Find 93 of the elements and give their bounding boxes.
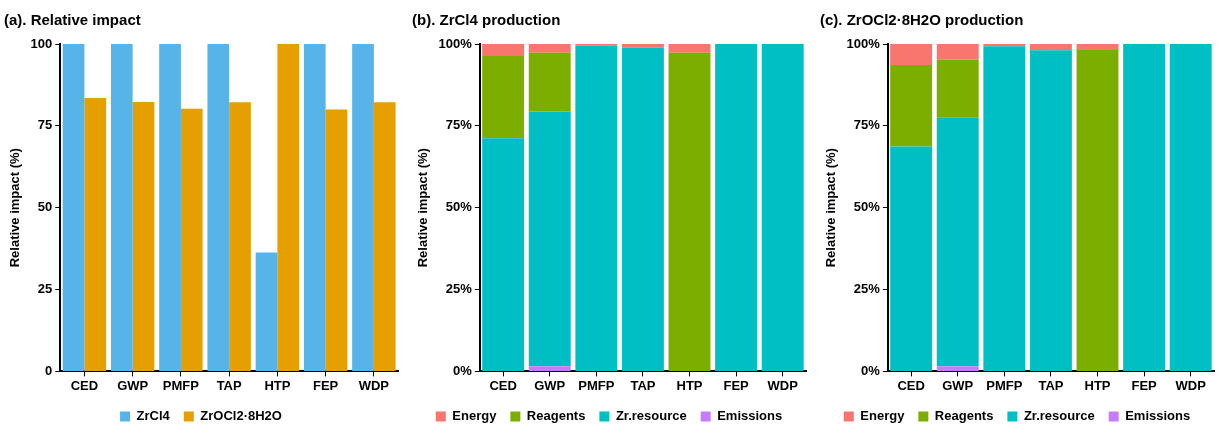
x-tick-label: GWP: [534, 377, 566, 393]
x-tick-label: HTP: [264, 377, 291, 393]
bar: [303, 44, 326, 371]
chart-title: (a). Relative impact: [4, 11, 141, 29]
x-tick-label: PMFP: [578, 377, 615, 393]
x-tick-label: PMFP: [162, 377, 200, 393]
bar: [983, 46, 1026, 371]
legend-label: Emissions: [717, 408, 783, 424]
bar: [528, 52, 571, 112]
x-tick-label: PMFP: [986, 377, 1023, 393]
chart-title: (b). ZrCl4 production: [412, 11, 561, 29]
y-tick-label: 75%: [853, 117, 881, 133]
legend-label: ZrCl4: [136, 408, 171, 424]
y-tick-label: 75%: [445, 117, 473, 133]
x-tick-label: HTP: [1084, 377, 1111, 393]
bar: [482, 138, 525, 371]
bar: [890, 64, 933, 147]
y-tick-label: 0: [45, 362, 53, 378]
x-tick-label: TAP: [1038, 377, 1064, 393]
bar: [668, 44, 711, 53]
bar: [84, 98, 107, 371]
x-tick-label: WDP: [1175, 377, 1207, 393]
y-tick-label: 0%: [861, 362, 881, 378]
y-tick-label: 100%: [846, 35, 881, 51]
y-tick-label: 50%: [853, 199, 881, 215]
chart-title: (c). ZrOCl2·8H2O production: [820, 11, 1024, 29]
bar: [575, 45, 618, 371]
x-tick-label: CED: [897, 377, 925, 393]
bar: [1029, 44, 1072, 51]
legend-label: ZrOCl2·8H2O: [200, 408, 282, 424]
bar: [482, 44, 525, 57]
bar: [132, 101, 155, 371]
x-tick-label: GWP: [117, 377, 149, 393]
y-tick-label: 25%: [853, 281, 881, 297]
y-tick-label: 25%: [445, 281, 473, 297]
bar: [936, 117, 979, 367]
legend-label: Energy: [452, 408, 498, 424]
bar: [936, 59, 979, 118]
bar: [373, 102, 396, 371]
legend-label: Reagents: [934, 408, 994, 424]
bar: [1169, 44, 1212, 371]
y-axis-title: Relative impact (%): [415, 148, 431, 268]
y-tick-label: 50%: [445, 199, 473, 215]
x-tick-label: CED: [70, 377, 99, 393]
bar: [255, 252, 278, 371]
legend-label: Zr.resource: [1023, 408, 1095, 424]
legend-label: Emissions: [1125, 408, 1191, 424]
y-tick-label: 100: [30, 35, 53, 51]
bar: [207, 44, 230, 371]
y-tick-label: 75: [37, 117, 53, 133]
x-tick-label: FEP: [1131, 377, 1158, 393]
bar: [528, 44, 571, 53]
legend-label: Zr.resource: [615, 408, 687, 424]
bar: [1076, 44, 1119, 50]
bar: [715, 44, 758, 371]
x-tick-label: HTP: [676, 377, 703, 393]
bar: [229, 102, 251, 371]
bar: [325, 109, 348, 371]
x-tick-label: TAP: [630, 377, 656, 393]
y-tick-label: 25: [37, 281, 53, 297]
bar: [621, 44, 664, 48]
bar: [528, 366, 571, 371]
x-tick-label: WDP: [767, 377, 799, 393]
bar: [180, 108, 203, 371]
y-tick-label: 50: [37, 199, 53, 215]
bar: [621, 47, 664, 371]
bar: [936, 366, 979, 371]
bar: [528, 111, 571, 367]
bar: [1029, 50, 1072, 371]
bar: [890, 146, 933, 371]
x-tick-label: GWP: [942, 377, 974, 393]
bar: [890, 44, 933, 65]
bar: [352, 44, 374, 371]
bar: [1123, 44, 1166, 371]
x-tick-label: CED: [489, 377, 517, 393]
y-tick-label: 0%: [453, 362, 473, 378]
bar: [110, 44, 133, 371]
bar: [1076, 49, 1119, 371]
bar: [277, 44, 300, 371]
bar: [482, 56, 525, 139]
bar: [668, 52, 711, 371]
bar: [936, 44, 979, 60]
x-tick-label: FEP: [723, 377, 750, 393]
x-tick-label: FEP: [312, 377, 339, 393]
legend-label: Reagents: [526, 408, 586, 424]
legend-label: Energy: [860, 408, 906, 424]
x-tick-label: TAP: [216, 377, 242, 393]
y-axis-title: Relative impact (%): [823, 148, 839, 268]
y-axis-title: Relative impact (%): [7, 148, 23, 268]
bar: [761, 44, 804, 371]
bar: [159, 44, 181, 371]
x-tick-label: WDP: [358, 377, 390, 393]
y-tick-label: 100%: [438, 35, 473, 51]
